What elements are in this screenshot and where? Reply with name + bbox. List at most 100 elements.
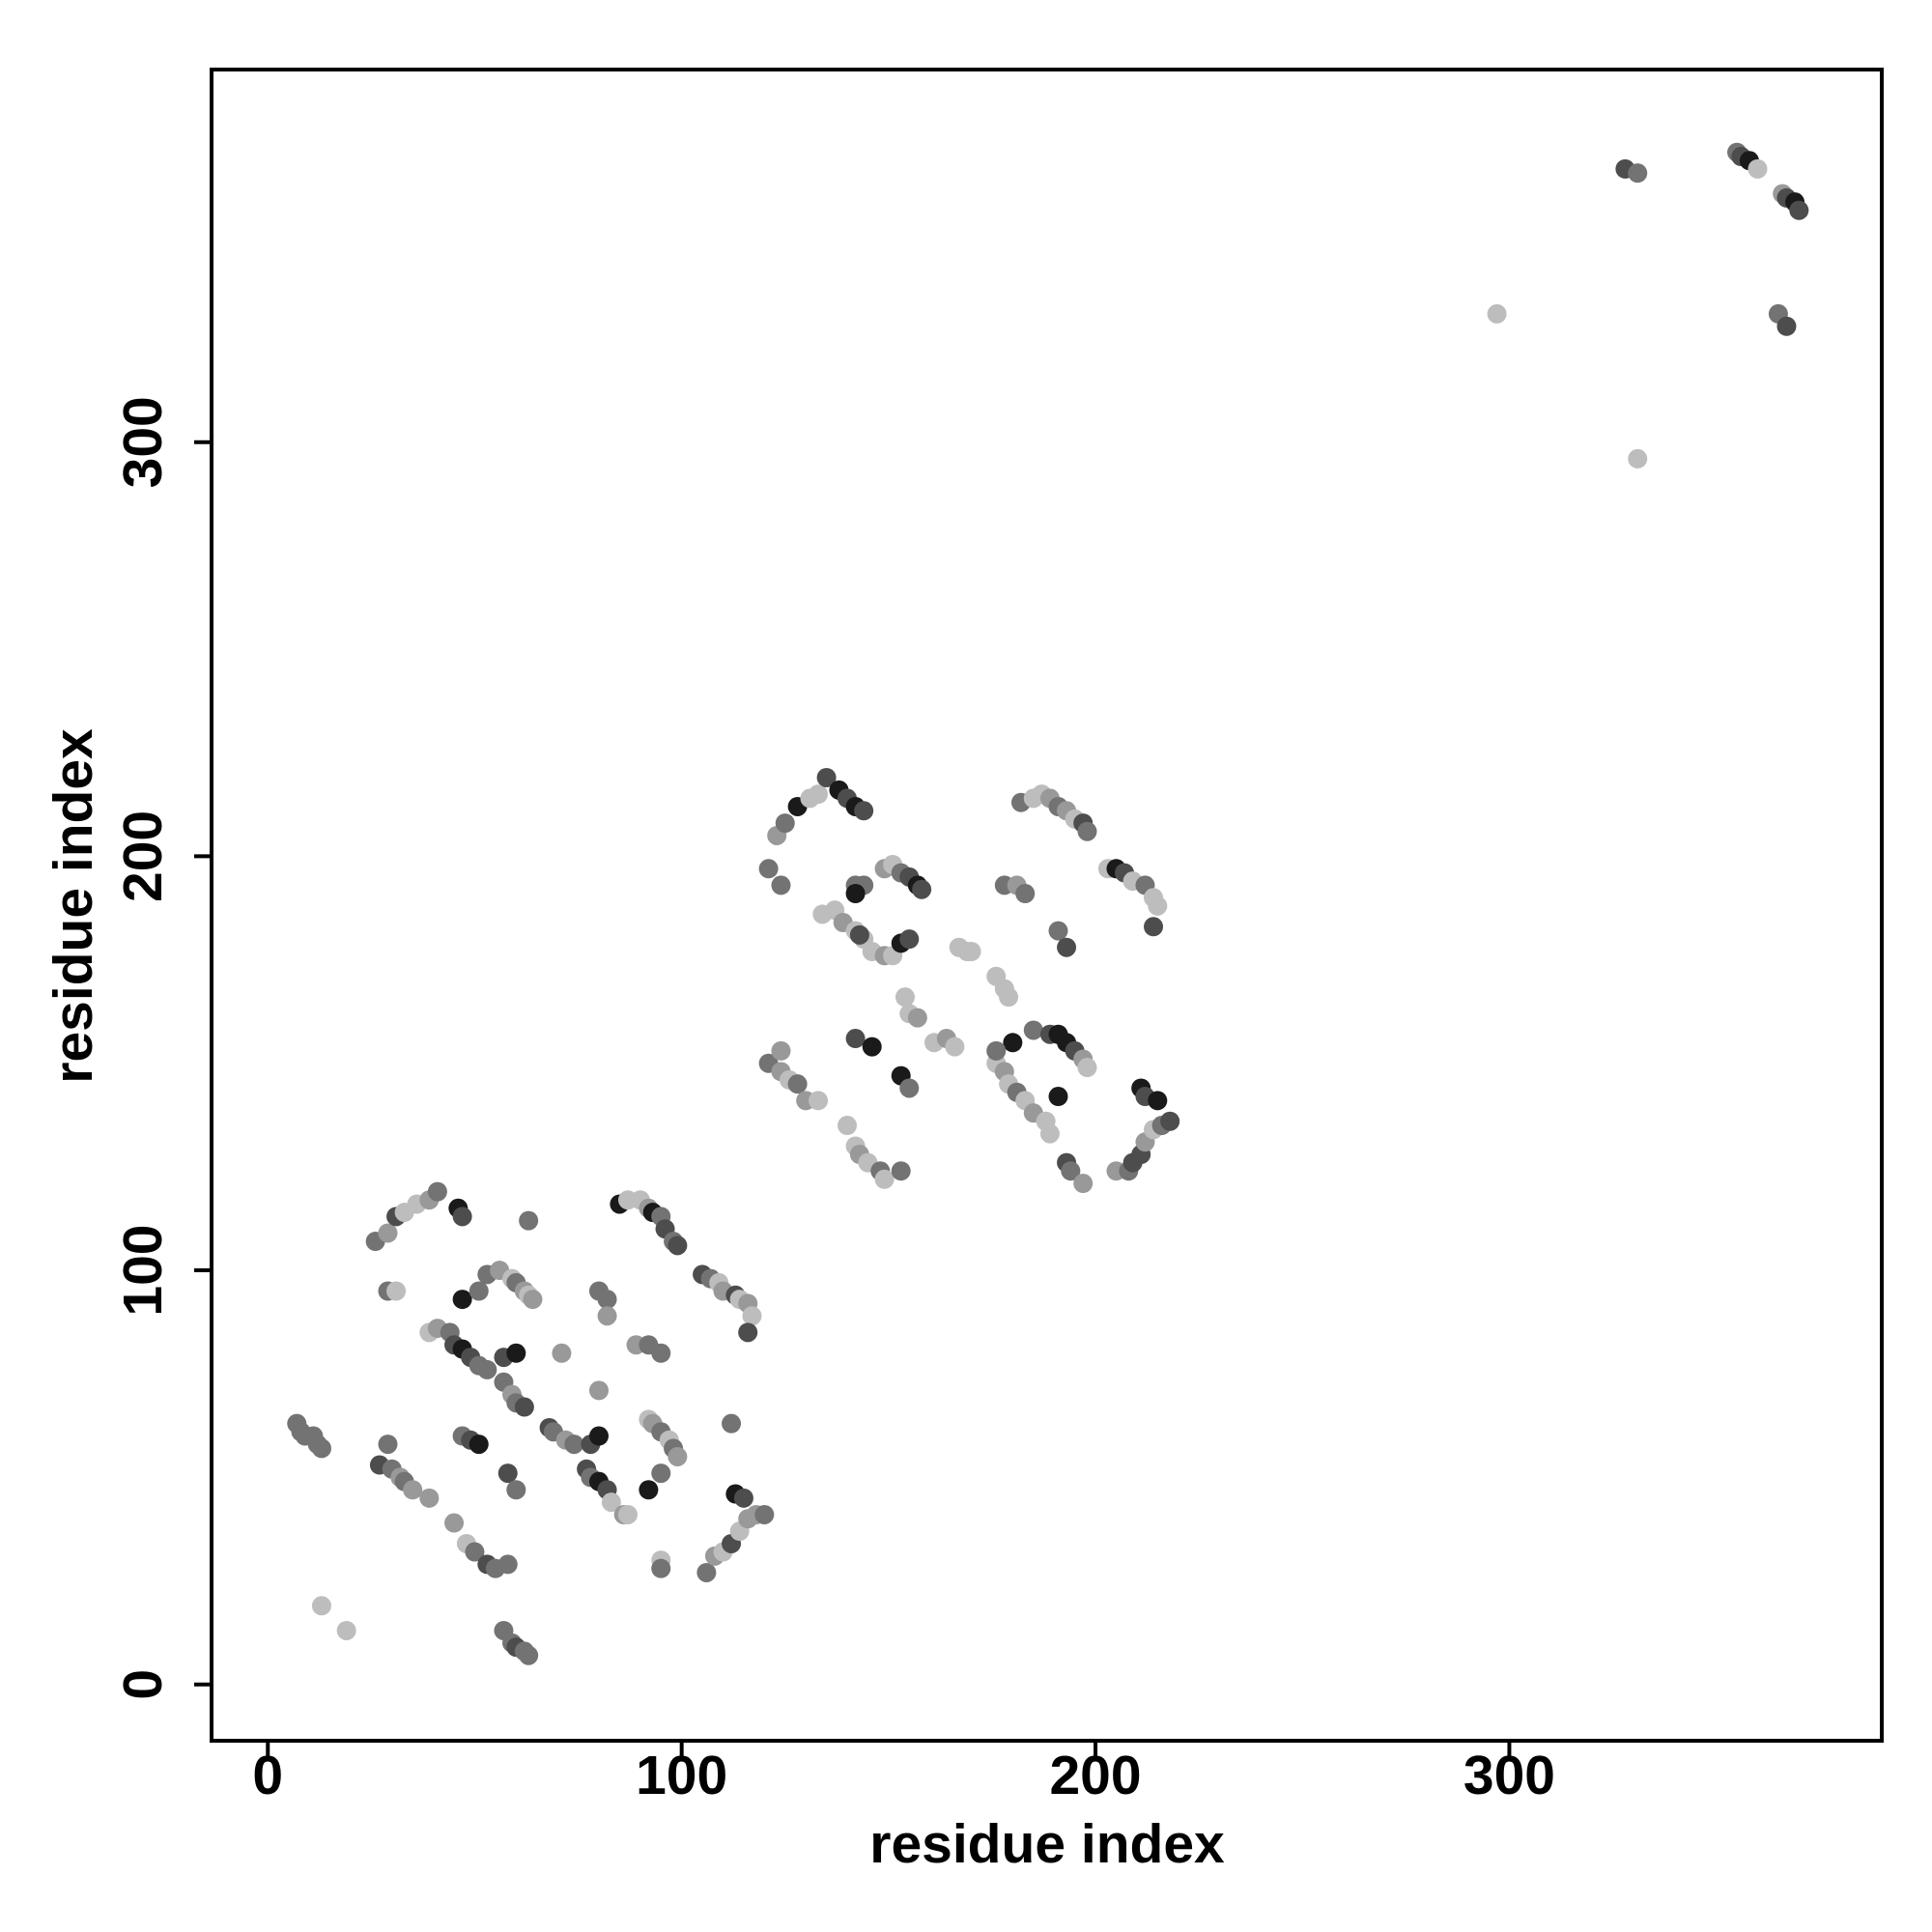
point [469, 1435, 489, 1455]
point [617, 1504, 638, 1524]
point [1003, 1033, 1023, 1053]
y-tick-label: 300 [112, 396, 174, 488]
point [469, 1281, 489, 1301]
point [809, 784, 829, 805]
plot-frame [210, 68, 1884, 1743]
x-tick-label: 100 [636, 1745, 727, 1806]
point [899, 929, 920, 950]
point [403, 1480, 423, 1500]
point [775, 813, 795, 834]
point [874, 1169, 895, 1189]
point [1148, 895, 1168, 916]
point [311, 1596, 331, 1616]
y-tick-label: 200 [112, 810, 174, 902]
point [497, 1554, 518, 1575]
point [891, 1161, 911, 1181]
point [849, 924, 869, 945]
y-axis-title: residue index [43, 728, 104, 1084]
point [506, 1343, 526, 1363]
point [378, 1223, 398, 1243]
point [386, 1281, 407, 1301]
point [651, 1558, 671, 1578]
point [1160, 1111, 1180, 1131]
point [1789, 200, 1809, 220]
point [378, 1435, 398, 1455]
point [1061, 1161, 1081, 1181]
point [1015, 883, 1036, 903]
point [912, 879, 932, 899]
point [514, 1397, 534, 1417]
point [907, 1008, 927, 1028]
point [497, 1463, 518, 1484]
point [862, 1037, 882, 1057]
point [1048, 1087, 1068, 1107]
point [668, 1446, 688, 1466]
point [945, 1037, 965, 1057]
point [588, 1426, 609, 1446]
point [651, 1343, 671, 1363]
point [519, 1645, 539, 1665]
point [754, 1504, 775, 1524]
point [1148, 1091, 1168, 1111]
point [986, 1040, 1007, 1061]
point [427, 1181, 447, 1202]
point [1144, 917, 1164, 937]
point [311, 1438, 331, 1459]
point [1048, 921, 1068, 941]
point [601, 1492, 621, 1513]
point [552, 1343, 572, 1363]
point [845, 883, 866, 903]
point [838, 1116, 858, 1136]
point [1023, 1020, 1043, 1040]
point [419, 1488, 440, 1508]
point [588, 1380, 609, 1401]
x-tick-label: 0 [252, 1745, 283, 1806]
point [733, 1488, 753, 1508]
point [1073, 1174, 1094, 1194]
point [696, 1562, 717, 1582]
x-tick-label: 300 [1463, 1745, 1555, 1806]
point [899, 1078, 920, 1098]
point [771, 1040, 791, 1061]
point [787, 1074, 808, 1094]
point [651, 1463, 671, 1484]
point [1747, 158, 1768, 179]
point [771, 875, 791, 895]
point [519, 1210, 539, 1231]
point [668, 1236, 688, 1256]
point [854, 801, 874, 821]
point [523, 1290, 543, 1310]
point [336, 1620, 356, 1640]
point [845, 1029, 866, 1049]
point [1039, 1123, 1060, 1144]
point [506, 1480, 526, 1500]
point [816, 767, 837, 787]
point [758, 859, 779, 879]
y-tick-label: 0 [112, 1669, 174, 1700]
point [1487, 303, 1507, 324]
x-axis-title: residue index [869, 1813, 1225, 1875]
point [564, 1435, 584, 1455]
point [477, 1359, 497, 1379]
point [1057, 937, 1077, 957]
point [597, 1306, 617, 1326]
point [738, 1322, 758, 1343]
point [1077, 1058, 1097, 1078]
point [1077, 821, 1097, 841]
plot-area [287, 142, 1809, 1665]
point [444, 1513, 465, 1533]
point [1628, 448, 1648, 469]
point [452, 1290, 472, 1310]
point [597, 1290, 617, 1310]
point [1776, 316, 1797, 336]
x-tick-label: 200 [1049, 1745, 1141, 1806]
point [639, 1480, 659, 1500]
point [999, 987, 1019, 1008]
y-tick-label: 100 [112, 1225, 174, 1317]
point [895, 987, 915, 1008]
point [452, 1207, 472, 1227]
point [961, 942, 981, 962]
point [1628, 163, 1648, 184]
